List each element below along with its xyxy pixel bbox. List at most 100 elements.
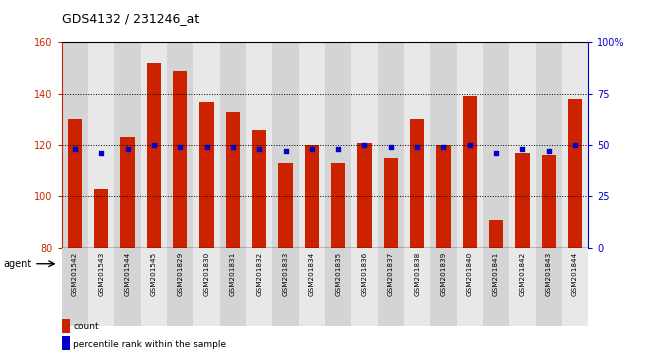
Text: GDS4132 / 231246_at: GDS4132 / 231246_at (62, 12, 199, 25)
Text: GSM201835: GSM201835 (335, 252, 341, 296)
Bar (278, 163, 292, 248)
Point (359, 142, 370, 148)
Text: GSM201842: GSM201842 (519, 252, 525, 296)
Text: agent: agent (3, 259, 31, 269)
Bar (68, 119, 82, 248)
Bar (378, 42, 404, 248)
FancyBboxPatch shape (299, 248, 325, 326)
Text: GSM201830: GSM201830 (203, 252, 209, 296)
FancyBboxPatch shape (272, 248, 299, 326)
FancyBboxPatch shape (62, 248, 88, 326)
Bar (352, 42, 378, 248)
Point (122, 147, 133, 152)
Bar (463, 96, 477, 248)
Bar (194, 42, 220, 248)
Bar (456, 42, 483, 248)
FancyBboxPatch shape (510, 248, 536, 326)
Bar (173, 71, 187, 248)
Bar (140, 42, 167, 248)
FancyBboxPatch shape (430, 248, 456, 326)
Point (202, 144, 212, 150)
FancyBboxPatch shape (483, 248, 510, 326)
Point (280, 148, 291, 154)
FancyBboxPatch shape (114, 248, 140, 326)
Text: GSM201841: GSM201841 (493, 252, 499, 296)
Text: GSM201544: GSM201544 (125, 252, 131, 296)
Bar (120, 137, 135, 248)
Bar (562, 42, 588, 248)
Text: GSM201840: GSM201840 (467, 252, 473, 296)
Bar (272, 42, 299, 248)
Text: pioglitazone: pioglitazone (427, 259, 486, 269)
Bar (358, 143, 372, 248)
FancyBboxPatch shape (246, 248, 272, 326)
Bar (62, 42, 88, 248)
Bar (325, 42, 351, 248)
Point (570, 142, 580, 148)
Text: GSM201838: GSM201838 (414, 252, 420, 296)
Text: count: count (73, 322, 99, 331)
FancyBboxPatch shape (325, 248, 352, 326)
Point (412, 144, 423, 150)
FancyBboxPatch shape (404, 248, 430, 326)
Text: percentile rank within the sample: percentile rank within the sample (73, 339, 226, 349)
Bar (536, 42, 562, 248)
FancyBboxPatch shape (456, 248, 483, 326)
Text: GSM201833: GSM201833 (283, 252, 289, 296)
Text: GSM201829: GSM201829 (177, 252, 183, 296)
Bar (147, 63, 161, 248)
FancyBboxPatch shape (220, 248, 246, 326)
Text: GSM201837: GSM201837 (388, 252, 394, 296)
Point (543, 148, 554, 154)
Bar (410, 119, 424, 248)
Text: GSM201844: GSM201844 (572, 252, 578, 296)
Bar (568, 99, 582, 248)
Point (438, 144, 448, 150)
Text: GSM201834: GSM201834 (309, 252, 315, 296)
Bar (114, 42, 141, 248)
Bar (510, 42, 536, 248)
Bar (252, 130, 266, 248)
FancyBboxPatch shape (378, 248, 404, 326)
Point (96, 150, 107, 156)
Bar (541, 155, 556, 248)
FancyBboxPatch shape (562, 248, 588, 326)
Point (517, 147, 528, 152)
Bar (305, 145, 319, 248)
Bar (404, 42, 430, 248)
Bar (94, 189, 109, 248)
Bar (331, 163, 345, 248)
FancyBboxPatch shape (194, 248, 220, 326)
Text: GSM201836: GSM201836 (361, 252, 367, 296)
Text: GSM201832: GSM201832 (256, 252, 262, 296)
Bar (436, 145, 450, 248)
Bar (200, 102, 214, 248)
Bar (226, 112, 240, 248)
Point (491, 150, 501, 156)
FancyBboxPatch shape (88, 248, 114, 326)
FancyBboxPatch shape (62, 251, 325, 276)
Point (254, 147, 265, 152)
Text: GSM201543: GSM201543 (98, 252, 104, 296)
Point (307, 147, 317, 152)
Bar (489, 219, 503, 248)
Bar (384, 158, 398, 248)
FancyBboxPatch shape (352, 248, 378, 326)
Point (333, 147, 343, 152)
Bar (167, 42, 194, 248)
Bar (62, 336, 70, 350)
Point (385, 144, 396, 150)
Text: GSM201542: GSM201542 (72, 252, 78, 296)
FancyBboxPatch shape (140, 248, 167, 326)
Bar (220, 42, 246, 248)
Text: GSM201831: GSM201831 (230, 252, 236, 296)
Bar (430, 42, 457, 248)
Text: pretreatment: pretreatment (161, 259, 226, 269)
FancyBboxPatch shape (167, 248, 194, 326)
Point (149, 142, 159, 148)
Text: GSM201545: GSM201545 (151, 252, 157, 296)
FancyBboxPatch shape (536, 248, 562, 326)
Bar (88, 42, 114, 248)
Point (465, 142, 475, 148)
Point (227, 144, 238, 150)
